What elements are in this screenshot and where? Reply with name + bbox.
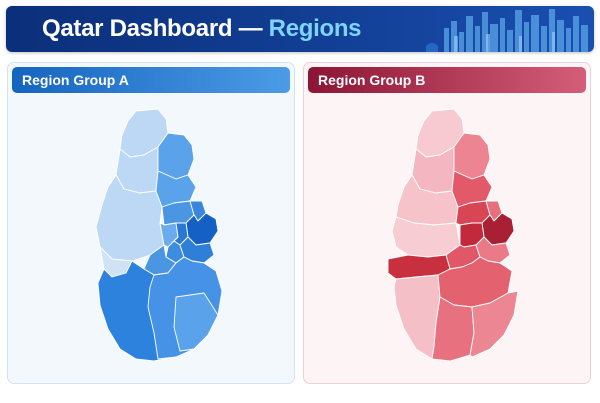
panel-a-header: Region Group A: [12, 67, 290, 93]
panel-b-title: Region Group B: [318, 72, 426, 88]
panel-b-header: Region Group B: [308, 67, 586, 93]
page-title: Qatar Dashboard — Regions: [42, 13, 362, 45]
map-region[interactable]: [173, 292, 219, 352]
map-region[interactable]: [469, 290, 519, 358]
title-main: Qatar Dashboard —: [42, 15, 269, 42]
map-region[interactable]: [393, 274, 441, 360]
map-region[interactable]: [431, 296, 475, 362]
map-region[interactable]: [157, 132, 195, 180]
qatar-map-group-b: [387, 108, 519, 362]
dashboard-header: Qatar Dashboard — Regions: [6, 6, 594, 52]
region-group-a-panel: Region Group A: [7, 62, 295, 384]
title-accent: Regions: [268, 15, 362, 42]
region-group-b-panel: Region Group B: [303, 62, 591, 384]
skyline-illustration: [426, 9, 588, 52]
qatar-map-group-a: [95, 108, 223, 362]
map-region[interactable]: [453, 132, 491, 180]
panel-a-title: Region Group A: [22, 72, 129, 88]
